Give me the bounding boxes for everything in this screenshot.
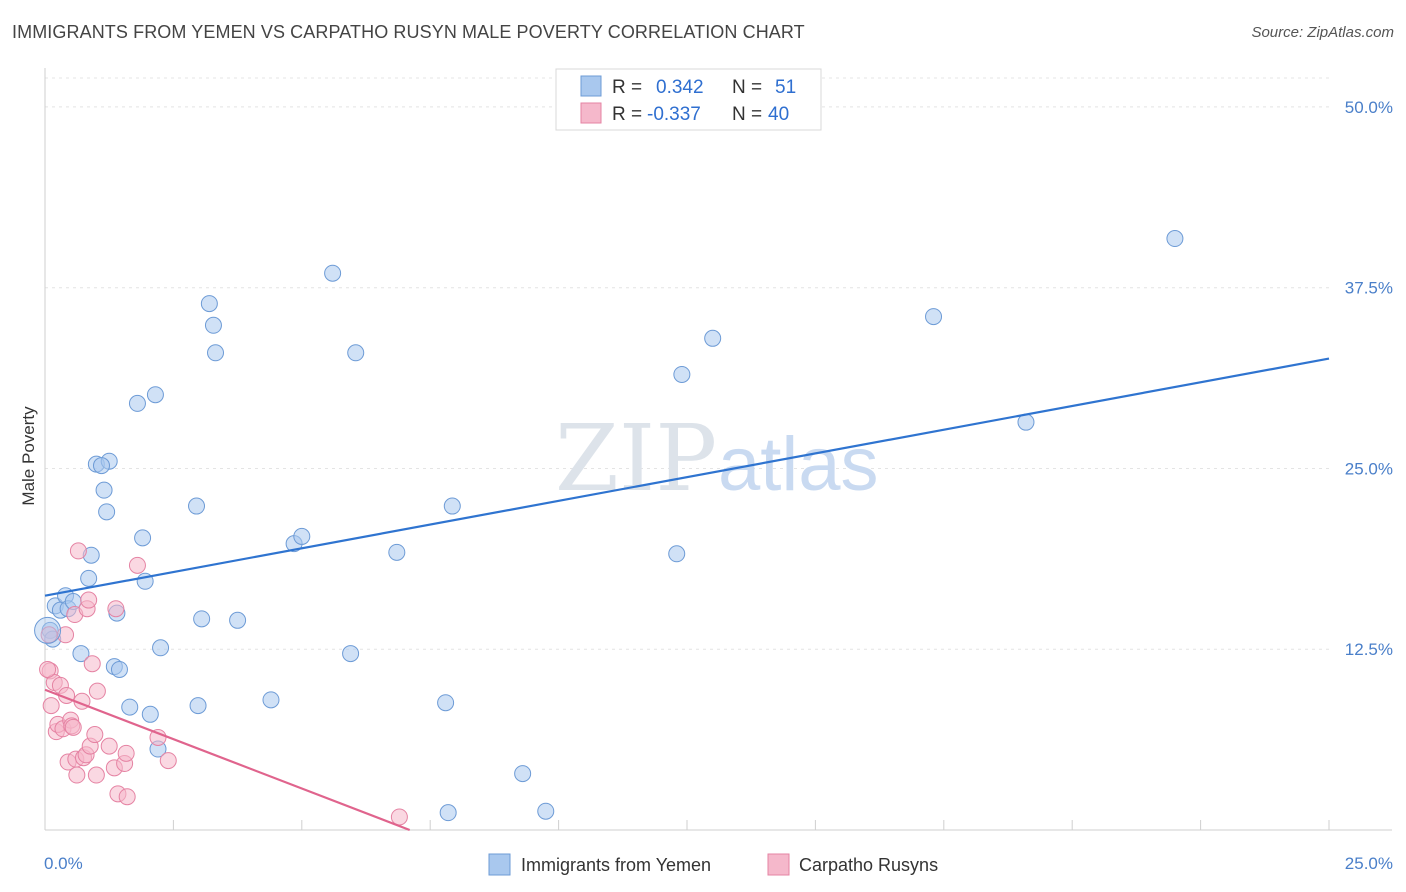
point-s1-8	[57, 626, 75, 644]
y-tick-label-1: 25.0%	[1345, 459, 1393, 478]
point-s0-8	[80, 569, 98, 587]
point-s0-26	[188, 497, 206, 515]
point-cluster-yemen	[34, 616, 62, 644]
legend-n-label-rusyn: N =	[732, 104, 762, 125]
point-s1-30	[107, 600, 125, 618]
y-tick-label-2: 37.5%	[1345, 279, 1393, 298]
point-s0-43	[514, 765, 532, 783]
point-s1-25	[86, 726, 104, 744]
tick-labels: 12.5% 25.0% 37.5% 50.0% 0.0% 25.0%	[44, 98, 1393, 873]
y-tick-label-0: 12.5%	[1345, 640, 1393, 659]
point-s0-48	[925, 308, 943, 326]
point-s1-24	[83, 655, 101, 673]
legend-r-label-rusyn: R =	[612, 104, 642, 125]
point-s1-17	[69, 542, 87, 560]
point-s1-33	[117, 744, 135, 762]
source-credit: Source: ZipAtlas.com	[1251, 24, 1394, 41]
point-s0-17	[110, 660, 128, 678]
point-s0-19	[128, 394, 146, 412]
legend-bottom: Immigrants from Yemen Carpatho Rusyns	[488, 853, 938, 876]
point-s1-13	[64, 718, 82, 736]
point-s0-13	[95, 481, 113, 499]
point-s0-40	[437, 694, 455, 712]
point-s0-28	[193, 610, 211, 628]
point-s0-29	[200, 295, 218, 313]
point-s1-2	[42, 697, 60, 715]
bottom-legend-swatch-yemen	[488, 853, 511, 876]
grid	[45, 77, 1329, 650]
point-s0-20	[134, 529, 152, 547]
point-s1-22	[80, 591, 98, 609]
point-s0-23	[146, 386, 164, 404]
point-s0-36	[324, 264, 342, 282]
point-s1-39	[39, 660, 57, 678]
point-s0-27	[189, 697, 207, 715]
data-points	[34, 230, 1184, 826]
trend-line-s0	[44, 357, 1330, 597]
y-tick-label-3: 50.0%	[1345, 98, 1393, 117]
legend-n-value-rusyn: 40	[768, 104, 789, 125]
watermark-atlas: atlas	[718, 422, 879, 507]
point-s0-31	[207, 344, 225, 362]
trend-lines	[44, 357, 1330, 832]
legend-swatch-rusyn	[580, 102, 602, 124]
point-s1-38	[390, 808, 408, 826]
point-s0-41	[439, 804, 457, 822]
point-s0-44	[537, 802, 555, 820]
bottom-legend-swatch-rusyn	[767, 853, 790, 876]
point-s0-22	[141, 705, 159, 723]
point-s0-14	[98, 503, 116, 521]
point-s1-36	[149, 728, 167, 746]
x-tick-label-0: 0.0%	[44, 854, 83, 873]
watermark-zip: ZIP	[555, 405, 717, 512]
point-s1-34	[118, 788, 136, 806]
trend-line-s1	[44, 688, 411, 832]
legend-n-label-yemen: N =	[732, 77, 762, 98]
legend-swatch-yemen	[580, 75, 602, 97]
point-s1-16	[68, 766, 86, 784]
legend-top: R = 0.342 N = 51 R = -0.337 N = 40	[555, 68, 822, 131]
point-s1-26	[87, 766, 105, 784]
x-tick-label-1: 25.0%	[1345, 854, 1393, 873]
point-s0-38	[347, 344, 365, 362]
bottom-legend-label-yemen: Immigrants from Yemen	[521, 855, 711, 875]
point-s0-32	[229, 611, 247, 629]
point-s0-18	[121, 698, 139, 716]
point-s0-47	[704, 329, 722, 347]
point-s1-28	[100, 737, 118, 755]
point-s0-42	[443, 497, 461, 515]
legend-n-value-yemen: 51	[775, 77, 796, 98]
legend-r-value-yemen: 0.342	[656, 77, 704, 98]
point-s1-27	[88, 682, 106, 700]
point-s0-25	[152, 639, 170, 657]
legend-r-label-yemen: R =	[612, 77, 642, 98]
point-s0-12	[92, 457, 110, 475]
chart-title: IMMIGRANTS FROM YEMEN VS CARPATHO RUSYN …	[12, 22, 805, 42]
point-s1-35	[128, 556, 146, 574]
point-s0-7	[72, 645, 90, 663]
point-s0-37	[342, 645, 360, 663]
point-s0-30	[204, 316, 222, 334]
point-s0-50	[1166, 230, 1184, 248]
bottom-legend-label-rusyn: Carpatho Rusyns	[799, 855, 938, 875]
legend-r-value-rusyn: -0.337	[647, 104, 701, 125]
watermark: ZIP atlas	[555, 405, 879, 512]
point-s0-45	[668, 545, 686, 563]
point-s0-39	[388, 543, 406, 561]
point-s0-35	[293, 527, 311, 545]
point-s0-46	[673, 365, 691, 383]
point-s0-33	[262, 691, 280, 709]
point-s1-37	[159, 752, 177, 770]
y-axis-label: Male Poverty	[19, 406, 38, 506]
